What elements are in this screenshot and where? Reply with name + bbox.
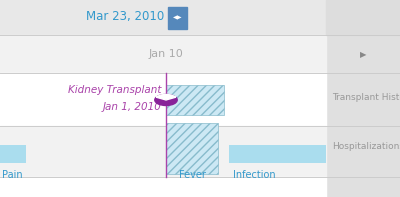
Bar xyxy=(0,35,326,73)
Bar xyxy=(0,0,326,35)
Bar xyxy=(326,0,400,197)
Bar xyxy=(0,145,26,163)
Text: Transplant History: Transplant History xyxy=(332,93,400,102)
Text: Kidney Transplant: Kidney Transplant xyxy=(68,85,161,95)
Text: Infection: Infection xyxy=(233,170,276,180)
Bar xyxy=(166,123,218,174)
Bar xyxy=(229,145,326,163)
Text: ◀▶: ◀▶ xyxy=(173,15,182,20)
Circle shape xyxy=(155,95,177,106)
Text: Fever: Fever xyxy=(178,170,206,180)
Text: Jan 10: Jan 10 xyxy=(149,49,183,59)
Bar xyxy=(0,126,326,177)
Text: Jan 1, 2010: Jan 1, 2010 xyxy=(102,102,161,112)
Bar xyxy=(0,177,326,197)
Bar xyxy=(166,85,224,115)
Text: ▶: ▶ xyxy=(360,50,366,59)
Bar xyxy=(326,0,400,35)
Bar xyxy=(168,7,187,29)
Wedge shape xyxy=(156,95,176,100)
Bar xyxy=(0,73,326,126)
Text: Pain: Pain xyxy=(2,170,23,180)
Text: Mar 23, 2010: Mar 23, 2010 xyxy=(86,10,164,23)
Text: Hospitalizations: Hospitalizations xyxy=(332,142,400,151)
